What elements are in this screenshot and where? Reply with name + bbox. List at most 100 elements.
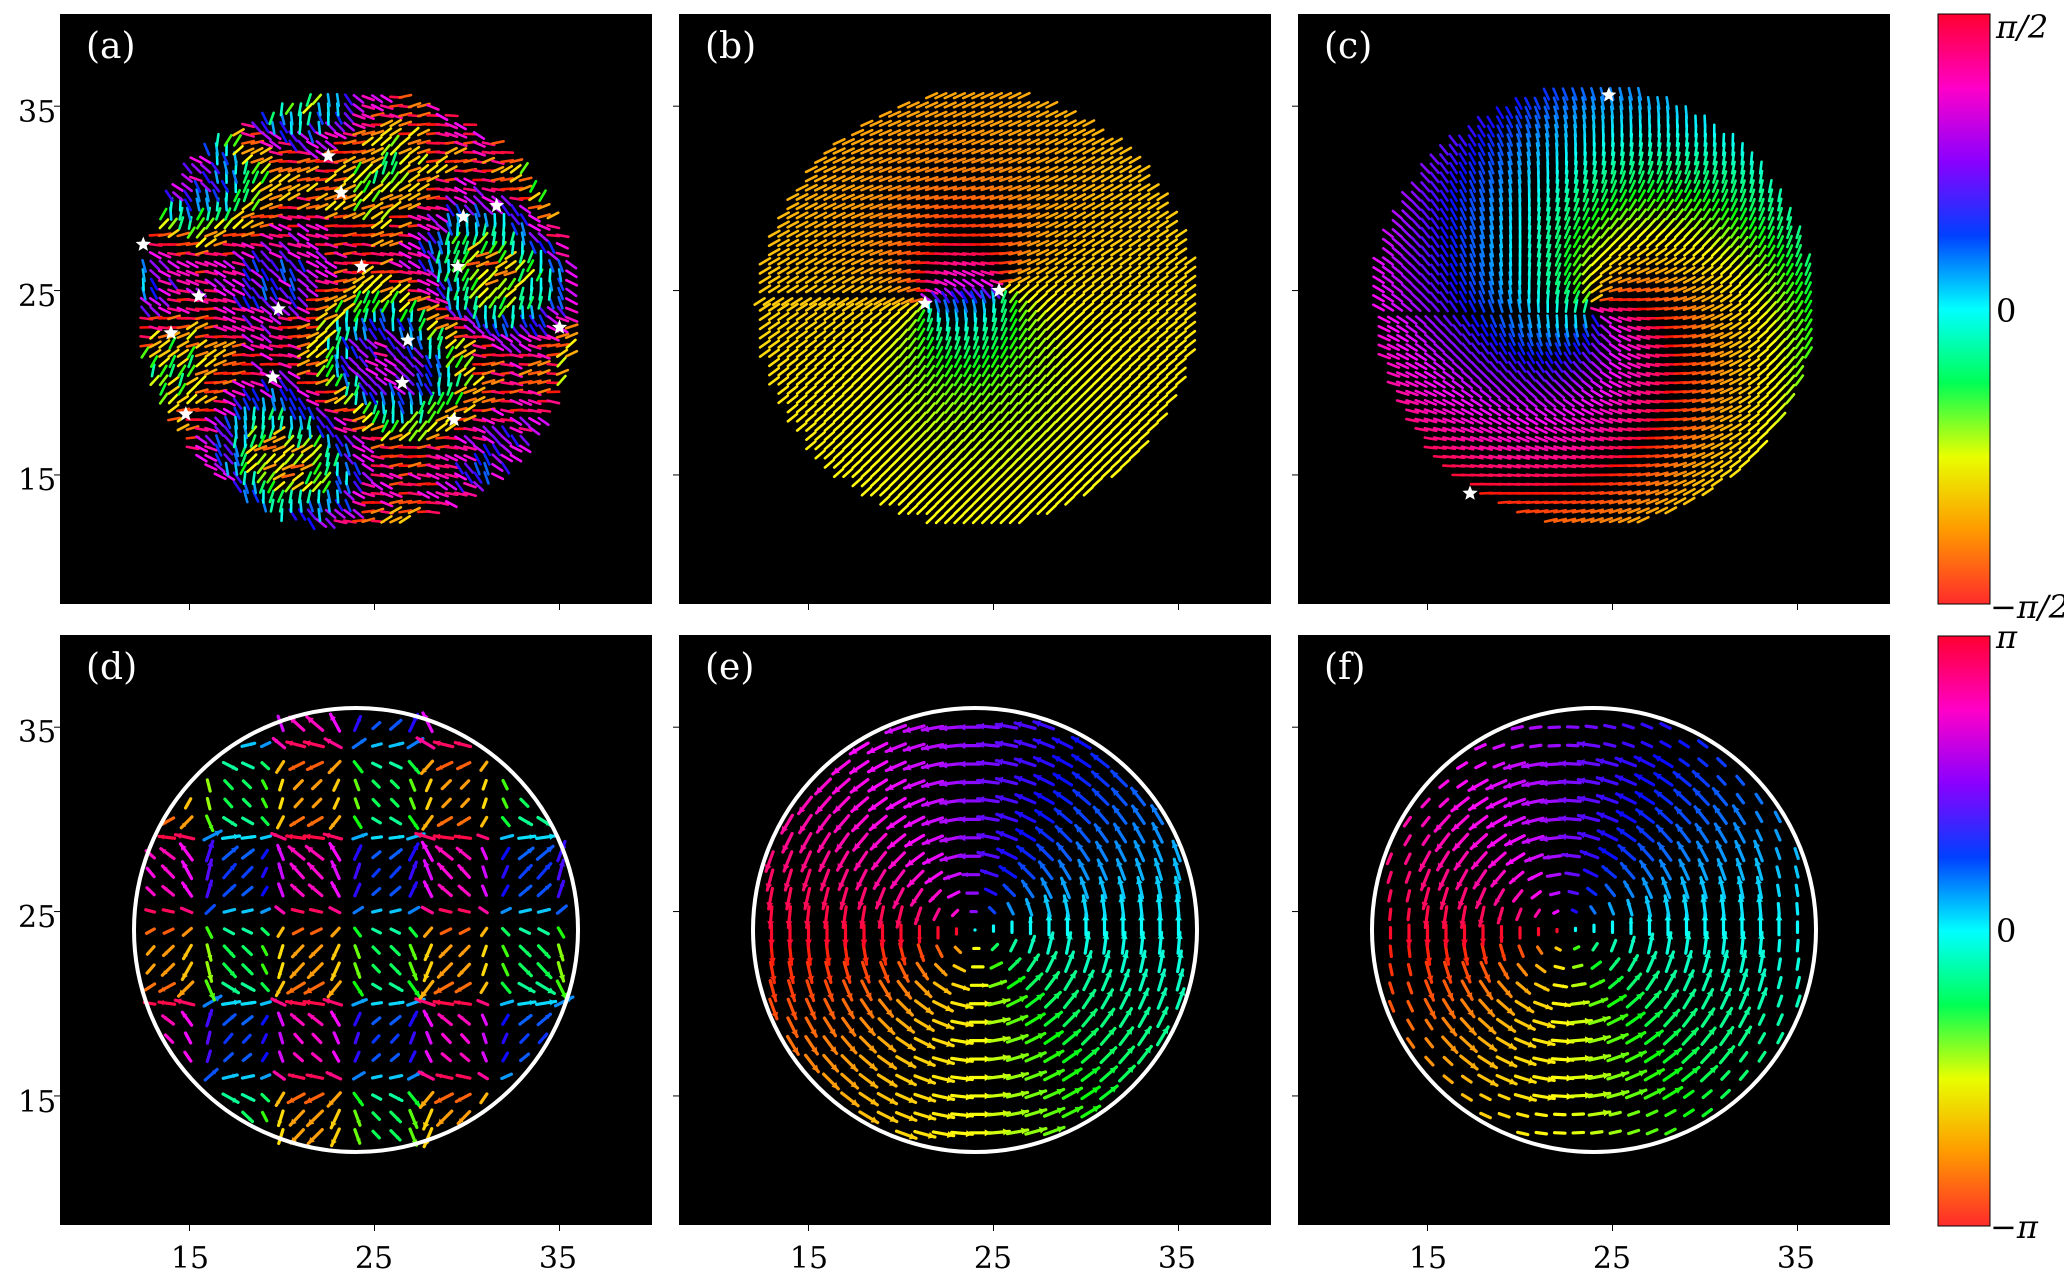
arrow [850,184,865,192]
arrow [1165,302,1178,312]
arrow [1581,342,1592,355]
arrow [1433,324,1445,336]
arrow [510,240,515,255]
arrow [1008,91,1022,100]
arrow [925,513,937,525]
arrow [1045,128,1059,137]
arrow [324,390,339,394]
arrow [1476,115,1486,129]
arrow [990,439,1001,451]
arrow [851,412,863,423]
arrow [915,138,930,146]
arrow [1682,398,1697,403]
arrow [526,296,535,310]
arrow [897,194,911,201]
arrow [324,329,337,340]
arrow [1036,337,1047,350]
arrow [268,203,283,210]
arrow [1110,137,1123,146]
arrow [1110,274,1123,285]
arrow [879,402,891,414]
arrow [1675,142,1681,157]
arrow [416,278,431,287]
arrow [981,513,993,525]
arrow [333,386,347,395]
arrow [1691,388,1706,394]
arrow [971,185,985,192]
arrow [999,448,1011,460]
arrow [980,270,995,276]
arrow [888,421,900,433]
arrow [1082,192,1096,201]
arrow [158,218,170,230]
arrow [1063,174,1077,183]
arrow [1036,101,1050,109]
arrow [428,335,432,350]
arrow [981,287,992,299]
arrow [1647,160,1654,175]
arrow [408,126,420,137]
arrow [1372,256,1385,266]
arrow [167,348,180,358]
arrow [989,213,1004,219]
arrow [962,411,973,424]
arrow [971,194,986,201]
arrow [1664,453,1679,459]
arrow [371,189,381,202]
arrow [1507,417,1520,426]
arrow [213,325,228,332]
arrow [1045,248,1059,257]
arrow [1562,454,1577,460]
arrow [416,148,431,155]
arrow [952,92,967,100]
arrow [907,319,918,331]
arrow [194,314,209,321]
arrow [915,194,930,201]
arrow [786,238,800,248]
arrow [251,470,256,486]
arrow [823,284,837,294]
arrow [348,338,360,350]
arrow [878,285,892,294]
arrow [934,92,948,100]
arrow [1175,320,1187,331]
arrow [1082,384,1094,396]
arrow [296,157,311,164]
arrow [1110,320,1122,331]
arrow [1064,365,1075,377]
arrow [1459,198,1467,212]
arrow [1609,236,1621,248]
arrow [537,334,552,341]
arrow [870,412,881,423]
arrow [907,310,918,322]
arrow [204,230,218,238]
arrow [909,297,924,304]
arrow [869,285,883,294]
arrow [1470,379,1483,390]
arrow [212,188,220,203]
arrow [195,435,208,445]
arrow [860,284,874,294]
arrow [924,110,939,118]
arrow [474,461,481,476]
arrow [1636,498,1651,505]
arrow [1156,256,1169,266]
arrow [1710,369,1725,376]
arrow [417,429,428,442]
arrow [1489,360,1500,373]
arrow [1405,352,1419,361]
arrow [804,211,818,220]
arrow [268,111,275,126]
arrow [242,287,252,300]
arrow [808,297,822,306]
arrow [971,457,983,469]
arrow [1372,294,1385,303]
arrow [981,429,992,442]
arrow [1119,220,1132,229]
arrow [213,407,227,416]
arrow [1405,399,1419,406]
arrow [1508,332,1516,347]
arrow [266,471,276,484]
arrow [446,277,453,292]
arrow [1064,283,1076,294]
